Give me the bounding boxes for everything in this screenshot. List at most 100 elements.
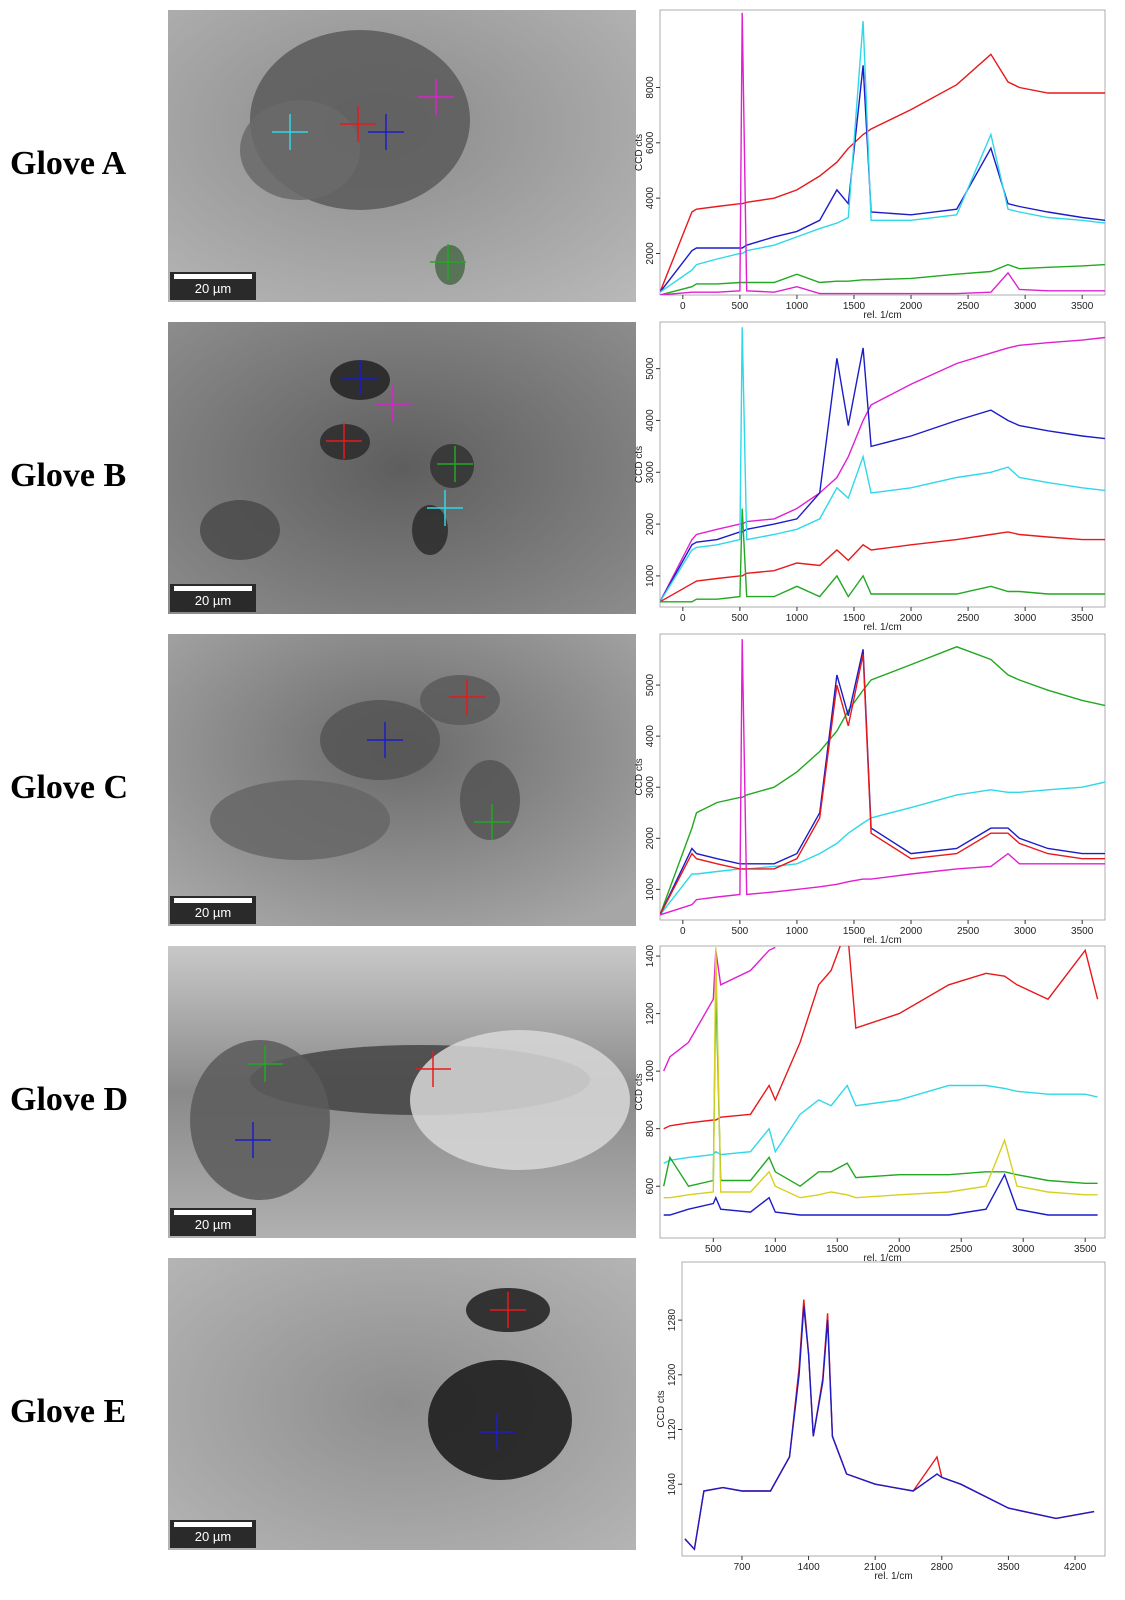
spectrum-line: [660, 12, 1105, 295]
x-tick-label: 1000: [786, 301, 809, 312]
x-axis-label: rel. 1/cm: [863, 935, 901, 946]
spectrum-line: [660, 21, 1105, 293]
y-tick-label: 600: [645, 1177, 656, 1194]
particle: [428, 1360, 572, 1480]
x-tick-label: 500: [732, 613, 749, 624]
x-tick-label: 1500: [843, 301, 866, 312]
spectrum-line: [660, 336, 1105, 603]
x-tick-label: 3500: [997, 1562, 1020, 1573]
y-tick-label: 1280: [667, 1309, 678, 1332]
x-tick-label: 1000: [786, 613, 809, 624]
scale-bar-label: 20 µm: [195, 1529, 231, 1544]
y-tick-label: 1000: [645, 564, 656, 587]
scale-bar: [174, 1522, 252, 1527]
y-tick-label: 1040: [667, 1473, 678, 1496]
spectrum-chart: 0 500 1000 1500 2000 2500 3000 3500 1000 2000 3000…: [634, 321, 1106, 633]
x-axis-label: rel. 1/cm: [863, 310, 901, 321]
panel: Glove E 20 µm: [10, 1258, 636, 1550]
x-tick-label: 2800: [931, 1562, 954, 1573]
scale-bar: [174, 1210, 252, 1215]
spectrum-line: [660, 327, 1105, 603]
y-tick-label: 5000: [645, 357, 656, 380]
x-axis-label: rel. 1/cm: [863, 1253, 901, 1264]
spectrum-line: [660, 531, 1105, 603]
y-tick-label: 8000: [645, 76, 656, 99]
spectrum-line: [660, 53, 1105, 293]
x-tick-label: 3000: [1014, 613, 1037, 624]
x-tick-label: 4200: [1064, 1562, 1087, 1573]
panel-label: Glove C: [10, 769, 128, 806]
y-tick-label: 2000: [645, 242, 656, 265]
x-tick-label: 2500: [957, 926, 980, 937]
x-tick-label: 3500: [1071, 301, 1094, 312]
x-tick-label: 2500: [957, 613, 980, 624]
y-tick-label: 4000: [645, 187, 656, 210]
x-tick-label: 3500: [1071, 613, 1094, 624]
micrograph: [168, 322, 636, 614]
x-tick-label: 1500: [843, 926, 866, 937]
particle: [412, 505, 448, 555]
micrograph: [168, 634, 636, 926]
x-tick-label: 500: [732, 926, 749, 937]
x-tick-label: 2000: [900, 613, 923, 624]
scale-bar-label: 20 µm: [195, 905, 231, 920]
spectrum-chart: 0 500 1000 1500 2000 2500 3000 3500 1000 2000 3000…: [634, 633, 1106, 946]
y-tick-label: 3000: [645, 776, 656, 799]
panel: Glove D 20 µm: [10, 946, 636, 1238]
x-tick-label: 3500: [1071, 926, 1094, 937]
particle: [410, 1030, 630, 1170]
y-tick-label: 1000: [645, 878, 656, 901]
particle: [210, 780, 390, 860]
plot-area: [681, 1261, 1106, 1557]
plot-area: [659, 633, 1106, 921]
scale-bar-label: 20 µm: [195, 593, 231, 608]
scale-bar: [174, 274, 252, 279]
x-tick-label: 2500: [950, 1244, 973, 1255]
spectrum-line: [660, 649, 1105, 916]
spectrum-line: [660, 781, 1105, 916]
scale-bar: [174, 586, 252, 591]
y-tick-label: 4000: [645, 409, 656, 432]
particle: [320, 424, 370, 460]
y-tick-label: 5000: [645, 674, 656, 697]
particle: [435, 245, 465, 285]
x-tick-label: 2100: [864, 1562, 887, 1573]
panel: Glove A 20 µm: [10, 10, 636, 302]
y-axis-label: CCD cts: [634, 446, 645, 483]
x-tick-label: 1000: [786, 926, 809, 937]
x-tick-label: 3500: [1074, 1244, 1097, 1255]
x-tick-label: 2500: [957, 301, 980, 312]
x-tick-label: 0: [680, 613, 686, 624]
y-tick-label: 1200: [645, 1002, 656, 1025]
spectrum-line: [660, 508, 1105, 603]
spectrum-line: [663, 1172, 1098, 1216]
y-axis-label: CCD cts: [634, 758, 645, 795]
plot-area: [659, 945, 1106, 1239]
x-tick-label: 2000: [900, 926, 923, 937]
x-axis-label: rel. 1/cm: [863, 622, 901, 633]
spectrum-line: [660, 347, 1105, 603]
spectrum-line: [660, 639, 1105, 916]
spectrum-line: [660, 646, 1105, 916]
x-tick-label: 500: [705, 1244, 722, 1255]
panel-label: Glove D: [10, 1081, 128, 1118]
y-axis-label: CCD cts: [634, 1073, 645, 1110]
spectrum-chart: 500 1000 1500 2000 2500 3000 3500 600 800 1000 120…: [634, 945, 1106, 1264]
spectrum-chart: 0 500 1000 1500 2000 2500 3000 3500 2000 4000 6000…: [634, 9, 1106, 321]
y-tick-label: 2000: [645, 827, 656, 850]
scale-bar-label: 20 µm: [195, 281, 231, 296]
spectrum-line: [660, 654, 1105, 916]
particle: [190, 1040, 330, 1200]
x-tick-label: 700: [734, 1562, 751, 1573]
y-axis-label: CCD cts: [656, 1390, 667, 1427]
scale-bar: [174, 898, 252, 903]
x-tick-label: 2000: [888, 1244, 911, 1255]
plot-area: [659, 321, 1106, 608]
scale-bar-label: 20 µm: [195, 1217, 231, 1232]
y-tick-label: 2000: [645, 513, 656, 536]
particle: [460, 760, 520, 840]
spectrum-line: [663, 947, 1098, 1199]
spectrum-line: [660, 263, 1105, 295]
particle: [430, 444, 474, 488]
spectrum-chart: 700 1400 2100 2800 3500 4200 1040 1120 1200 1280 C…: [656, 1261, 1106, 1582]
